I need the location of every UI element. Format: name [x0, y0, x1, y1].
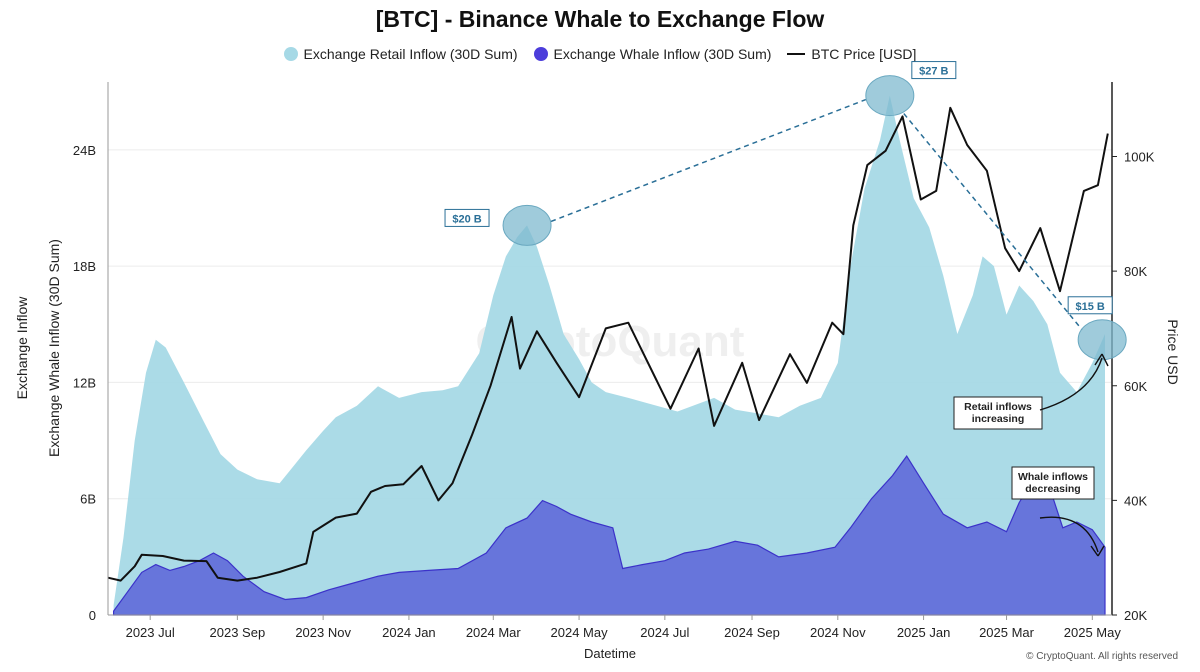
- y-left-tick-label: 12B: [73, 375, 96, 390]
- y-right-axis-title: Price USD: [1165, 319, 1181, 384]
- note-arrowhead: [1094, 353, 1103, 366]
- y-right-tick-label: 40K: [1124, 493, 1147, 508]
- annotation-label: $15 B: [1075, 301, 1104, 313]
- legend-item-whale[interactable]: Exchange Whale Inflow (30D Sum): [533, 46, 772, 62]
- x-axis: 2023 Jul 2023 Sep 2023 Nov 2024 Jan 2024 Mar…: [126, 615, 1122, 640]
- note-text: decreasing: [1025, 483, 1080, 495]
- note-box: [953, 396, 1043, 430]
- note-box: [1011, 466, 1095, 500]
- y-right-tick-label: 60K: [1124, 379, 1147, 394]
- whale-inflow-area: [113, 455, 1106, 616]
- annotation-label: $27 B: [919, 66, 948, 78]
- y-right-tick-label: 100K: [1124, 150, 1155, 165]
- annotation-circle: [502, 204, 552, 246]
- y-left-axis-title: Exchange Inflow: [14, 296, 30, 400]
- y-right-tick-label: 80K: [1124, 264, 1147, 279]
- legend-label-whale: Exchange Whale Inflow (30D Sum): [553, 46, 772, 62]
- btc-price-line: [107, 106, 1109, 582]
- note-text: increasing: [972, 413, 1025, 425]
- x-tick-label: 2024 Nov: [810, 625, 866, 640]
- note-text: Whale inflows: [1018, 471, 1088, 483]
- x-tick-label: 2024 Jul: [640, 625, 689, 640]
- legend-item-price[interactable]: BTC Price [USD]: [787, 46, 916, 62]
- note-arrowhead: [1101, 353, 1109, 367]
- x-tick-label: 2025 Mar: [979, 625, 1035, 640]
- note-text: Retail inflows: [964, 401, 1032, 413]
- note-arrowhead: [1097, 545, 1105, 557]
- annotation-label-box: [1067, 296, 1113, 315]
- note-arrowhead: [1090, 545, 1099, 557]
- retail-swatch-icon: [283, 47, 298, 61]
- price-line-icon: [787, 53, 806, 55]
- x-tick-label: 2024 Jan: [382, 625, 436, 640]
- y-axis-right: 20K 40K 60K 80K 100K: [1112, 150, 1155, 623]
- x-tick-label: 2023 Sep: [210, 625, 266, 640]
- x-tick-label: 2025 May: [1064, 625, 1122, 640]
- x-tick-label: 2023 Nov: [295, 625, 351, 640]
- annotation-label: $20 B: [452, 213, 481, 225]
- legend-label-retail: Exchange Retail Inflow (30D Sum): [303, 46, 518, 62]
- x-axis-title: Datetime: [584, 646, 636, 661]
- annotation-circle: [1077, 319, 1127, 361]
- legend-item-retail[interactable]: Exchange Retail Inflow (30D Sum): [283, 46, 518, 62]
- y-left-tick-label: 0: [89, 608, 96, 623]
- copyright-footer: © CryptoQuant. All rights reserved: [1026, 651, 1178, 662]
- y-left-tick-label: 24B: [73, 143, 96, 158]
- annotation-label-box: [911, 61, 957, 80]
- y-axis-left: 0 6B 12B 18B 24B: [73, 143, 96, 623]
- retail-inflow-area: [113, 95, 1106, 616]
- x-tick-label: 2025 Jan: [897, 625, 951, 640]
- annotation-label-box: [444, 208, 490, 227]
- axis-titles: Datetime Exchange Inflow Exchange Whale In…: [14, 239, 1181, 661]
- x-tick-label: 2024 Mar: [466, 625, 522, 640]
- note-arrow: [1039, 516, 1099, 553]
- legend: Exchange Retail Inflow (30D Sum) Exchang…: [0, 46, 1200, 62]
- y-left-axis-title-sub: Exchange Whale Inflow (30D Sum): [46, 239, 62, 457]
- annotation-circle: [865, 75, 915, 117]
- trend-connector-up: [550, 98, 867, 223]
- x-tick-label: 2023 Jul: [126, 625, 175, 640]
- whale-swatch-icon: [533, 47, 548, 61]
- y-left-tick-label: 6B: [80, 492, 96, 507]
- trend-connector-down: [903, 113, 1083, 331]
- x-tick-label: 2024 Sep: [724, 625, 780, 640]
- chart-title: [BTC] - Binance Whale to Exchange Flow: [375, 6, 825, 32]
- y-left-tick-label: 18B: [73, 259, 96, 274]
- legend-label-price: BTC Price [USD]: [811, 46, 917, 62]
- y-right-tick-label: 20K: [1124, 608, 1147, 623]
- x-tick-label: 2024 May: [551, 625, 609, 640]
- note-arrow: [1039, 357, 1103, 411]
